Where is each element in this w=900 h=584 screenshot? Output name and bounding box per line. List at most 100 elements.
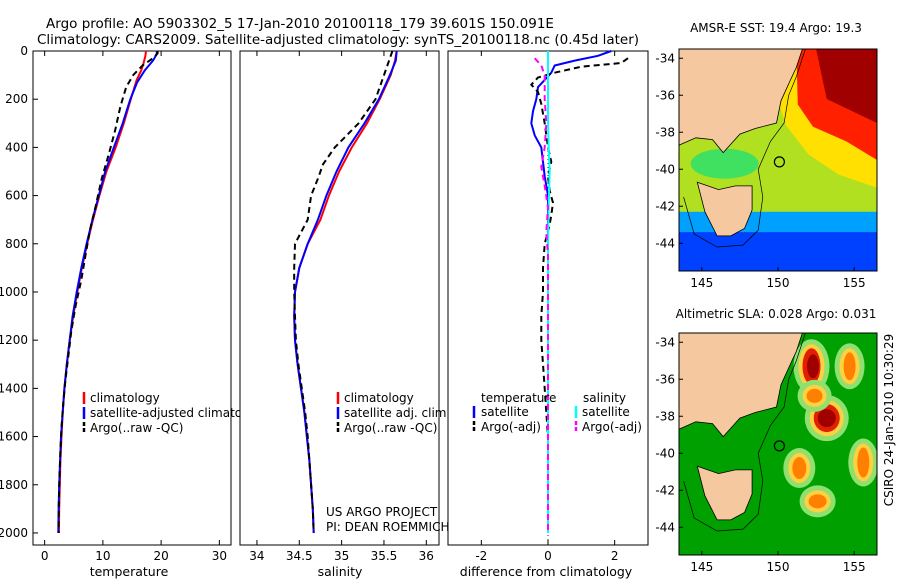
x-tick-label: 34.5 [286, 549, 313, 563]
shelf-contour [683, 49, 806, 248]
y-tick-label: 1400 [0, 381, 28, 395]
temperature-legend: climatology satellite-adjusted climatolo… [82, 391, 268, 435]
salinity-legend: climatology satellite adj. clim. Argo(..… [336, 391, 450, 435]
mainland-australia [679, 49, 803, 154]
legend-label-argo: Argo(..raw -QC) [90, 421, 183, 435]
x-tick-label: 30 [212, 549, 227, 563]
temperature-x-label: temperature [90, 564, 169, 579]
difference-x-label: difference from climatology [460, 564, 633, 579]
longitude-tick-label: 150 [767, 560, 790, 574]
sst-map-ticks: 145 150 155 -34 -36 -38 -40 -42 -44 [655, 51, 865, 290]
series-line-salinity-satellite [547, 51, 551, 533]
sla-map-panel: Altimetric SLA: 0.028 Argo: 0.031 145 150… [655, 307, 878, 574]
temperature-x-ticks: 0 10 20 30 [41, 51, 227, 563]
depth-y-ticks: 0 200 400 600 800 1000 1200 1400 1600 1800 2000 [0, 44, 38, 540]
x-tick-label: -2 [475, 549, 487, 563]
longitude-tick-label: 145 [690, 560, 713, 574]
sst-strait-patch [690, 148, 759, 179]
legend-label-satellite-adjusted: satellite-adjusted climatology [90, 406, 268, 420]
y-tick-label: 800 [5, 237, 28, 251]
mainland-australia [679, 333, 803, 438]
salinity-x-label: salinity [318, 564, 363, 579]
legend-label-argo: Argo(..raw -QC) [344, 421, 437, 435]
sla-map-title: Altimetric SLA: 0.028 Argo: 0.031 [676, 307, 877, 321]
longitude-tick-label: 145 [690, 276, 713, 290]
map-layer [679, 49, 877, 271]
sla-eddy-peak [807, 354, 820, 379]
latitude-tick-label: -36 [655, 372, 675, 386]
x-tick-label: 0 [544, 549, 552, 563]
series-line-temperature-argo-adj- [529, 57, 629, 533]
y-tick-label: 1200 [0, 333, 28, 347]
legend-title-salinity: salinity [583, 391, 626, 405]
x-tick-label: 10 [95, 549, 110, 563]
sla-eddy-core [806, 388, 823, 403]
latitude-tick-label: -44 [655, 236, 675, 250]
legend-label-sal-satellite: satellite [582, 405, 630, 419]
legend-label-temp-satellite: satellite [481, 405, 529, 419]
y-tick-label: 1800 [0, 478, 28, 492]
figure-title-line2: Climatology: CARS2009. Satellite-adjuste… [37, 32, 639, 48]
x-tick-label: 20 [153, 549, 168, 563]
sla-map-ticks: 145 150 155 -34 -36 -38 -40 -42 -44 [655, 335, 865, 574]
sla-eddy-core [843, 352, 856, 381]
sla-map [678, 332, 878, 556]
salinity-axes-frame [239, 50, 440, 546]
y-tick-label: 1600 [0, 430, 28, 444]
series-line-satellite-adjusted-climatology [57, 50, 158, 534]
argo-float-marker [773, 156, 785, 168]
latitude-tick-label: -36 [655, 88, 675, 102]
y-tick-label: 400 [5, 140, 28, 154]
legend-label-temp-argo: Argo(-adj) [481, 420, 541, 434]
salinity-series [293, 50, 398, 534]
x-tick-label: 36 [419, 549, 434, 563]
temperature-panel: 0 10 20 30 0 200 400 600 800 1000 1200 1400 1600 180… [0, 44, 268, 579]
latitude-tick-label: -34 [655, 51, 675, 65]
legend-label-sal-argo: Argo(-adj) [582, 420, 642, 434]
series-line-salinity-argo-adj- [533, 57, 550, 533]
y-tick-label: 0 [20, 44, 28, 58]
latitude-tick-label: -38 [655, 409, 675, 423]
map-layer [679, 333, 877, 555]
sst-field-cold [679, 232, 877, 271]
x-tick-label: 35.5 [371, 549, 398, 563]
sst-map-panel: AMSR-E SST: 19.4 Argo: 19.3 145 150 155 -34… [655, 21, 878, 290]
latitude-tick-label: -42 [655, 199, 675, 213]
series-line-argo-raw-qc- [57, 51, 159, 533]
longitude-tick-label: 155 [843, 560, 866, 574]
legend-title-temperature: temperature [481, 391, 556, 405]
sst-map-title: AMSR-E SST: 19.4 Argo: 19.3 [690, 21, 862, 35]
x-tick-label: 0 [41, 549, 49, 563]
x-tick-label: 35 [334, 549, 349, 563]
sst-field-peak [816, 49, 877, 123]
legend-label-satellite-adj: satellite adj. clim. [344, 406, 450, 420]
sla-eddy-peak [817, 409, 836, 428]
latitude-tick-label: -44 [655, 520, 675, 534]
sst-map [678, 48, 878, 272]
x-tick-label: 34 [249, 549, 264, 563]
argo-float-marker [773, 440, 785, 452]
figure-title-line1: Argo profile: AO 5903302_5 17-Jan-2010 2… [46, 16, 554, 32]
longitude-tick-label: 150 [767, 276, 790, 290]
difference-panel: -2 0 2 difference from climatology tempera… [447, 50, 649, 579]
sla-eddy-core [857, 447, 870, 478]
y-tick-label: 600 [5, 189, 28, 203]
latitude-tick-label: -40 [655, 162, 675, 176]
salinity-panel: 34 34.5 35 35.5 36 salinity climatology sate… [239, 50, 450, 579]
x-tick-label: 2 [611, 549, 619, 563]
temperature-series [57, 50, 159, 534]
legend-label-climatology: climatology [90, 391, 160, 405]
sla-eddy-core [808, 494, 827, 509]
project-annotation-line1: US ARGO PROJECT [326, 505, 438, 519]
sla-eddy-core [792, 457, 807, 480]
longitude-tick-label: 155 [843, 276, 866, 290]
salinity-x-ticks: 34 34.5 35 35.5 36 [249, 51, 434, 563]
y-tick-label: 1000 [0, 285, 28, 299]
latitude-tick-label: -42 [655, 483, 675, 497]
y-tick-label: 200 [5, 92, 28, 106]
y-tick-label: 2000 [0, 526, 28, 540]
project-annotation-line2: PI: DEAN ROEMMICH [326, 520, 449, 534]
credit-footer: CSIRO 24-Jan-2010 10:30:29 [882, 334, 896, 506]
